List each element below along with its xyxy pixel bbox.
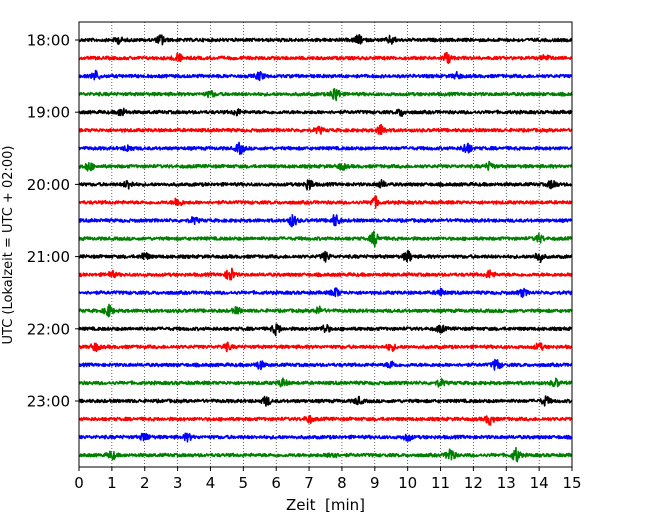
- x-tick-label: 2: [140, 474, 150, 492]
- y-tick-label: 21:00: [27, 248, 70, 266]
- trace-1945: [78, 160, 573, 172]
- x-tick-label: 11: [431, 474, 450, 492]
- trace-2100: [78, 249, 573, 264]
- trace-2130: [78, 287, 573, 298]
- x-tick-label: 12: [464, 474, 483, 492]
- trace-1915: [78, 123, 573, 135]
- x-tick-label: 8: [337, 474, 347, 492]
- y-axis-ticks: 18:00 19:00 20:00 21:00 22:00 23:00: [27, 32, 79, 411]
- trace-2330: [78, 432, 573, 443]
- x-tick-label: 1: [107, 474, 117, 492]
- trace-1800: [78, 34, 573, 46]
- trace-2045: [78, 230, 573, 248]
- x-tick-label: 0: [74, 474, 84, 492]
- trace-2200: [78, 323, 573, 337]
- x-tick-label: 7: [304, 474, 314, 492]
- x-tick-label: 10: [398, 474, 417, 492]
- trace-2015: [78, 195, 573, 209]
- seismic-traces: [78, 34, 573, 463]
- x-tick-label: 6: [271, 474, 281, 492]
- x-axis-label: Zeit [min]: [286, 496, 365, 514]
- plot-frame: [78, 21, 573, 468]
- trace-2245: [78, 377, 573, 388]
- trace-1830: [78, 69, 573, 82]
- x-tick-label: 3: [173, 474, 183, 492]
- x-tick-label: 9: [370, 474, 380, 492]
- y-tick-label: 23:00: [27, 393, 70, 411]
- trace-2000: [78, 178, 573, 191]
- x-tick-label: 5: [239, 474, 249, 492]
- vertical-grid: [111, 22, 540, 467]
- y-tick-label: 22:00: [27, 320, 70, 338]
- y-tick-label: 20:00: [27, 176, 70, 194]
- x-tick-label: 4: [206, 474, 216, 492]
- trace-2030: [78, 214, 573, 228]
- trace-2145: [78, 303, 573, 318]
- x-tick-label: 14: [530, 474, 549, 492]
- trace-2230: [78, 358, 573, 371]
- trace-2215: [78, 341, 573, 353]
- y-tick-label: 18:00: [27, 32, 70, 50]
- trace-1815: [78, 51, 573, 65]
- x-tick-label: 13: [497, 474, 516, 492]
- y-axis-label: UTC (Lokalzeit = UTC + 02:00): [1, 146, 16, 345]
- trace-2300: [78, 395, 573, 407]
- x-tick-label: 15: [562, 474, 581, 492]
- y-tick-label: 19:00: [27, 104, 70, 122]
- trace-2345: [78, 446, 573, 463]
- x-axis-ticks: 0 1 2 3 4 5 6 7 8 9 10 11 12 13 14 15: [74, 467, 582, 492]
- trace-1845: [78, 87, 573, 102]
- trace-2315: [78, 414, 573, 426]
- trace-2115: [78, 267, 573, 281]
- trace-1900: [78, 107, 573, 117]
- trace-1930: [78, 141, 573, 156]
